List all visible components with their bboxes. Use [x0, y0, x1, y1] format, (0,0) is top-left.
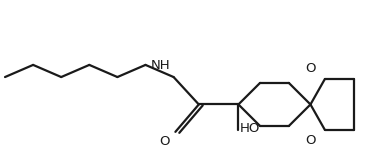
Text: HO: HO — [240, 122, 261, 135]
Text: O: O — [305, 134, 316, 147]
Text: O: O — [159, 135, 170, 148]
Text: NH: NH — [150, 59, 170, 72]
Text: O: O — [305, 62, 316, 75]
